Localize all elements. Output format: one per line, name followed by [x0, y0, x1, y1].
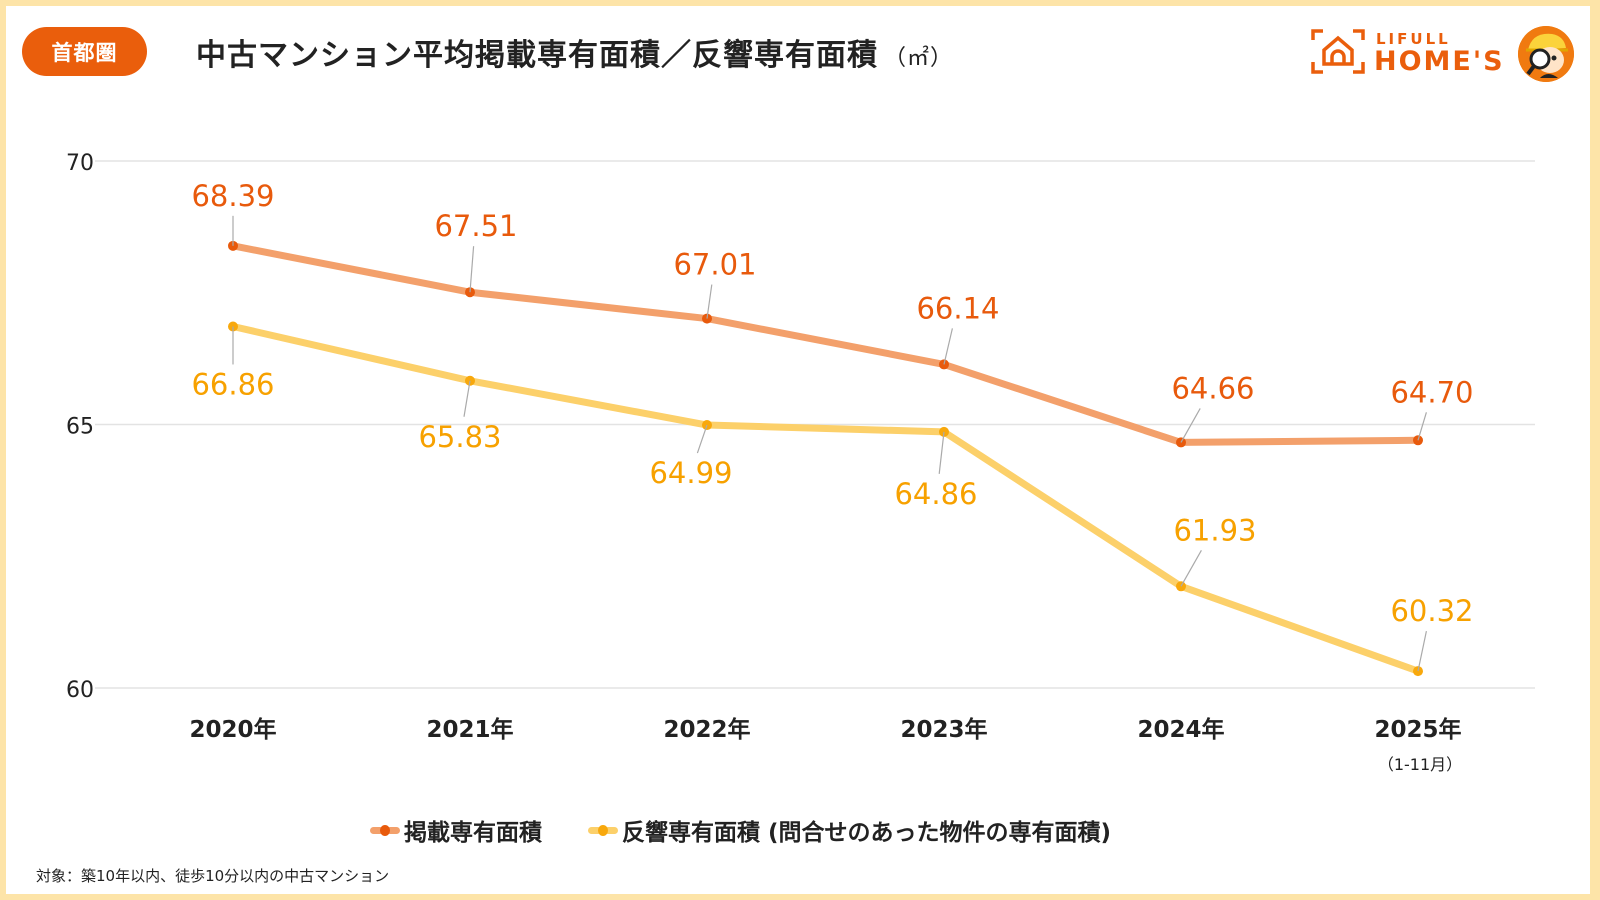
footnote: 対象：築10年以内、徒歩10分以内の中古マンション [36, 867, 390, 885]
data-label: 68.39 [191, 179, 274, 213]
data-label: 66.86 [191, 367, 274, 401]
x-tick-sublabel: （1-11月） [1378, 755, 1462, 774]
legend-label-inquiry: 反響専有面積 (問合せのあった物件の専有面積) [622, 820, 1112, 846]
leader-line [938, 431, 945, 474]
lifull-homes-logo: LIFULL HOME'S [1310, 26, 1503, 78]
leader-line [943, 328, 953, 365]
data-label: 61.93 [1173, 513, 1256, 547]
data-label: 67.01 [673, 248, 756, 282]
leader-line [469, 246, 475, 293]
legend-swatch-listing [370, 825, 400, 836]
x-tick-label: 2023年 [900, 716, 987, 743]
leader-line [1417, 631, 1427, 672]
leader-line [463, 380, 471, 417]
chart-title: 中古マンション平均掲載専有面積／反響専有面積 （㎡） [196, 30, 953, 74]
house-in-frame-icon [1311, 29, 1365, 74]
leader-line [1180, 549, 1202, 587]
data-label: 64.66 [1171, 371, 1254, 405]
leader-line [706, 284, 713, 319]
chart-title-text: 中古マンション平均掲載専有面積／反響専有面積 [196, 38, 878, 73]
unit-label: （㎡） [884, 46, 954, 71]
region-badge: 首都圏 [22, 27, 147, 76]
data-label: 65.83 [418, 420, 501, 454]
logo-homes-text: HOME'S [1374, 46, 1505, 77]
legend: 掲載専有面積 反響専有面積 (問合せのあった物件の専有面積) [370, 813, 1111, 847]
leader-line [1180, 408, 1201, 443]
leader-line [1417, 412, 1427, 441]
y-tick-label: 70 [66, 151, 94, 176]
series-line-2 [229, 322, 1422, 675]
series-line-1 [229, 242, 1422, 446]
chart-frame [6, 6, 1590, 894]
data-label: 66.14 [916, 291, 999, 325]
x-tick-label: 2020年 [189, 716, 276, 743]
legend-swatch-inquiry [588, 825, 618, 836]
x-tick-label: 2022年 [663, 716, 750, 743]
x-tick-label: 2024年 [1137, 716, 1224, 743]
data-label: 64.86 [894, 477, 977, 511]
mascot-magnifier-icon [1518, 26, 1574, 82]
data-label: 67.51 [434, 209, 517, 243]
legend-item-listing-area[interactable]: 掲載専有面積 [370, 813, 542, 847]
x-tick-label: 2025年 [1374, 716, 1461, 743]
legend-item-inquiry-area[interactable]: 反響専有面積 (問合せのあった物件の専有面積) [588, 813, 1111, 847]
data-label: 60.32 [1390, 594, 1473, 628]
data-label: 64.70 [1390, 375, 1473, 409]
leader-line [696, 424, 708, 454]
data-label: 64.99 [649, 456, 732, 490]
y-tick-label: 65 [66, 415, 94, 440]
x-tick-label: 2021年 [426, 716, 513, 743]
legend-label-listing: 掲載専有面積 [404, 820, 542, 846]
y-tick-label: 60 [66, 678, 94, 703]
logo-lifull-text: LIFULL [1376, 30, 1451, 48]
